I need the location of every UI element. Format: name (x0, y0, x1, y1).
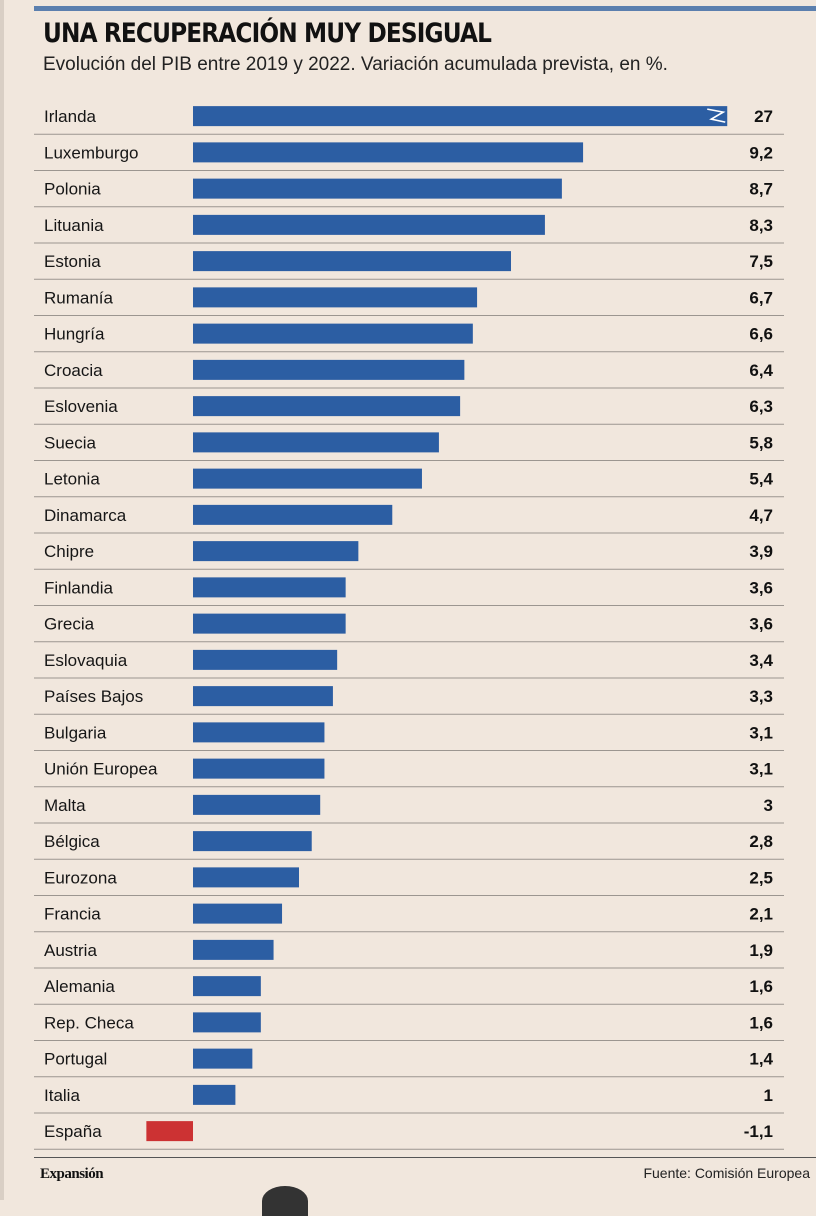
bar (193, 1048, 253, 1069)
value-label: 3,6 (749, 578, 773, 597)
top-accent-rule (34, 6, 816, 11)
bar (193, 396, 461, 417)
bar (193, 758, 325, 779)
bar (193, 468, 422, 489)
chart-title: UNA RECUPERACIÓN MUY DESIGUAL (43, 18, 492, 49)
value-label: 3,9 (749, 542, 773, 561)
category-label: Croacia (44, 361, 103, 380)
bar (193, 649, 338, 670)
bar (193, 287, 478, 308)
category-label: Portugal (44, 1050, 107, 1069)
bar (193, 432, 439, 453)
category-label: Finlandia (44, 578, 114, 597)
category-label: Letonia (44, 470, 100, 489)
value-label: -1,1 (744, 1122, 773, 1141)
category-label: Lituania (44, 216, 104, 235)
value-label: 3,6 (749, 615, 773, 634)
value-label: 8,7 (749, 180, 773, 199)
bar (193, 214, 545, 235)
bar (146, 1121, 193, 1142)
value-label: 6,6 (749, 325, 773, 344)
value-label: 2,5 (749, 868, 773, 887)
bar (193, 686, 333, 707)
category-label: España (44, 1122, 102, 1141)
category-label: Estonia (44, 252, 101, 271)
value-label: 1,9 (749, 941, 773, 960)
axis-break-mark (707, 108, 726, 123)
category-label: Eurozona (44, 868, 117, 887)
value-label: 4,7 (749, 506, 773, 525)
bar (193, 939, 274, 960)
page-edge (0, 0, 4, 1200)
bar (193, 976, 261, 997)
bar (193, 251, 511, 272)
value-label: 3,4 (749, 651, 773, 670)
category-label: Suecia (44, 433, 97, 452)
category-label: Bulgaria (44, 723, 107, 742)
value-label: 3,1 (749, 723, 773, 742)
bar (193, 142, 584, 163)
value-label: 1,6 (749, 977, 773, 996)
value-label: 6,4 (749, 361, 773, 380)
category-label: Eslovenia (44, 397, 118, 416)
category-label: Irlanda (44, 107, 97, 126)
category-label: Italia (44, 1086, 80, 1105)
bar (193, 1084, 236, 1105)
bar (193, 504, 393, 525)
publication-logo: Expansión (40, 1166, 104, 1182)
category-label: Dinamarca (44, 506, 127, 525)
bar (193, 722, 325, 743)
bar (193, 903, 283, 924)
value-label: 3 (764, 796, 773, 815)
value-label: 2,1 (749, 905, 773, 924)
bar (193, 577, 346, 598)
value-label: 1,4 (749, 1050, 773, 1069)
page-curl-icon (262, 1186, 308, 1216)
bar (193, 794, 321, 815)
value-label: 2,8 (749, 832, 773, 851)
category-label: Malta (44, 796, 86, 815)
bar (193, 613, 346, 634)
category-label: Países Bajos (44, 687, 143, 706)
category-label: Bélgica (44, 832, 100, 851)
bar (193, 1012, 261, 1033)
chart-subtitle: Evolución del PIB entre 2019 y 2022. Var… (43, 54, 668, 75)
value-label: 1 (764, 1086, 773, 1105)
bar (193, 359, 465, 380)
bar (193, 178, 562, 199)
value-label: 3,1 (749, 760, 773, 779)
bar (193, 831, 312, 852)
value-label: 6,3 (749, 397, 773, 416)
value-label: 5,4 (749, 470, 773, 489)
bar (193, 867, 299, 888)
value-label: 1,6 (749, 1013, 773, 1032)
category-label: Eslovaquia (44, 651, 128, 670)
value-label: 3,3 (749, 687, 773, 706)
value-label: 8,3 (749, 216, 773, 235)
category-label: Chipre (44, 542, 94, 561)
category-label: Austria (44, 941, 97, 960)
category-label: Francia (44, 905, 101, 924)
category-label: Alemania (44, 977, 115, 996)
bar (193, 323, 473, 344)
category-label: Unión Europea (44, 760, 158, 779)
category-label: Rep. Checa (44, 1013, 134, 1032)
value-label: 6,7 (749, 288, 773, 307)
category-label: Rumanía (44, 288, 114, 307)
footer-rule (34, 1157, 816, 1158)
value-label: 7,5 (749, 252, 773, 271)
value-label: 9,2 (749, 143, 773, 162)
value-label: 27 (754, 107, 773, 126)
value-label: 5,8 (749, 433, 773, 452)
category-label: Grecia (44, 615, 95, 634)
source-note: Fuente: Comisión Europea (643, 1165, 810, 1181)
bar (193, 541, 359, 562)
category-label: Polonia (44, 180, 101, 199)
bar (193, 106, 728, 127)
category-label: Luxemburgo (44, 143, 139, 162)
category-label: Hungría (44, 325, 105, 344)
